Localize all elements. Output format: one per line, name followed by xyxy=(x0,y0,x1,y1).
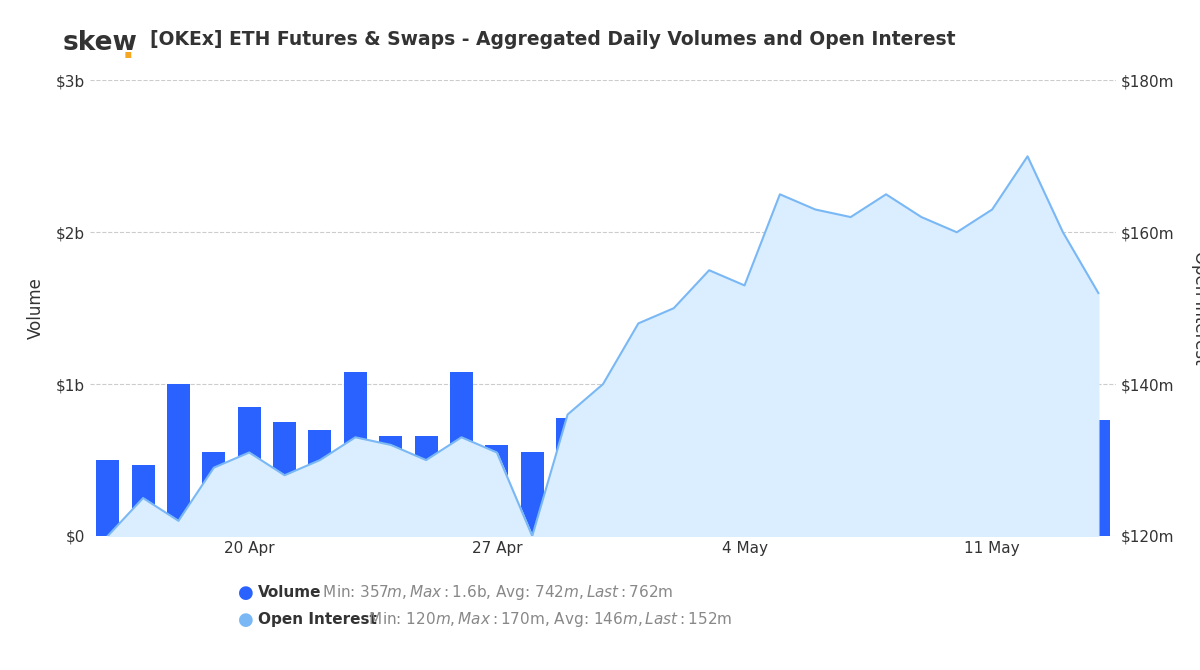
Bar xyxy=(626,433,650,536)
Bar xyxy=(804,445,827,536)
Bar xyxy=(203,452,226,536)
Bar xyxy=(768,482,791,536)
Bar xyxy=(839,427,862,536)
Bar xyxy=(1087,420,1110,536)
Bar xyxy=(556,417,580,536)
Bar xyxy=(662,442,685,536)
Bar xyxy=(308,429,331,536)
Bar xyxy=(910,427,932,536)
Bar xyxy=(344,372,367,536)
Bar xyxy=(521,452,544,536)
Bar xyxy=(450,372,473,536)
Text: Volume: Volume xyxy=(258,586,322,600)
Bar xyxy=(875,427,898,536)
Bar xyxy=(415,436,438,536)
Bar xyxy=(592,422,614,536)
Text: .: . xyxy=(121,32,134,65)
Y-axis label: Volume: Volume xyxy=(26,277,44,339)
Bar xyxy=(485,445,509,536)
Bar xyxy=(980,425,1003,536)
Text: [OKEx] ETH Futures & Swaps - Aggregated Daily Volumes and Open Interest: [OKEx] ETH Futures & Swaps - Aggregated … xyxy=(150,30,955,49)
Bar xyxy=(946,361,968,536)
Text: Min: $120m, Max: $170m, Avg: $146m, Last: $152m: Min: $120m, Max: $170m, Avg: $146m, Last… xyxy=(364,610,732,629)
Text: Open Interest: Open Interest xyxy=(258,612,377,627)
Y-axis label: Open Interest: Open Interest xyxy=(1192,251,1200,365)
Bar xyxy=(1051,384,1074,536)
Bar xyxy=(379,436,402,536)
Bar xyxy=(238,407,260,536)
Text: ●: ● xyxy=(238,611,254,628)
Bar xyxy=(96,460,119,536)
Bar xyxy=(132,464,155,536)
Text: ●: ● xyxy=(238,584,254,602)
Text: skew: skew xyxy=(62,30,137,56)
Bar xyxy=(167,384,190,536)
Text: Min: $357m, Max: $1.6b, Avg: $742m, Last: $762m: Min: $357m, Max: $1.6b, Avg: $742m, Last… xyxy=(318,584,673,602)
Bar xyxy=(733,422,756,536)
Bar xyxy=(1016,427,1039,536)
Bar xyxy=(274,422,296,536)
Bar xyxy=(697,331,721,536)
